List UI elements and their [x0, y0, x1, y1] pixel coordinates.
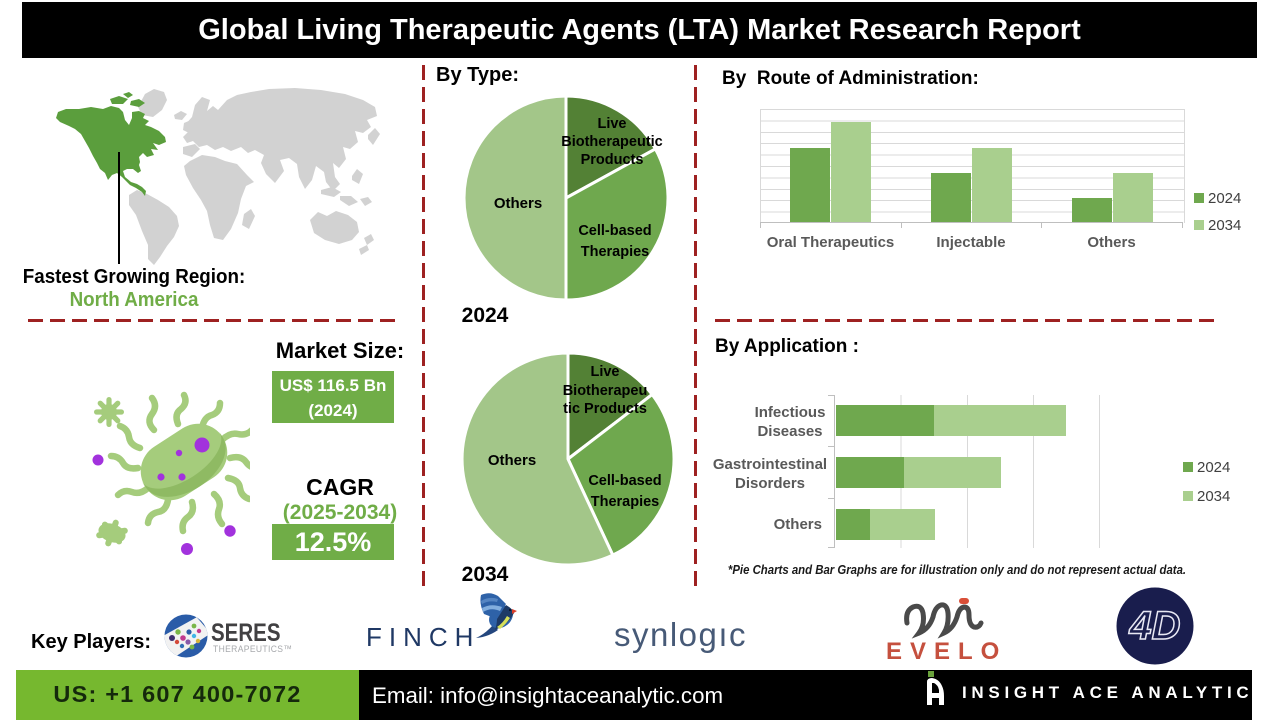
svg-text:4D: 4D — [1128, 604, 1180, 648]
